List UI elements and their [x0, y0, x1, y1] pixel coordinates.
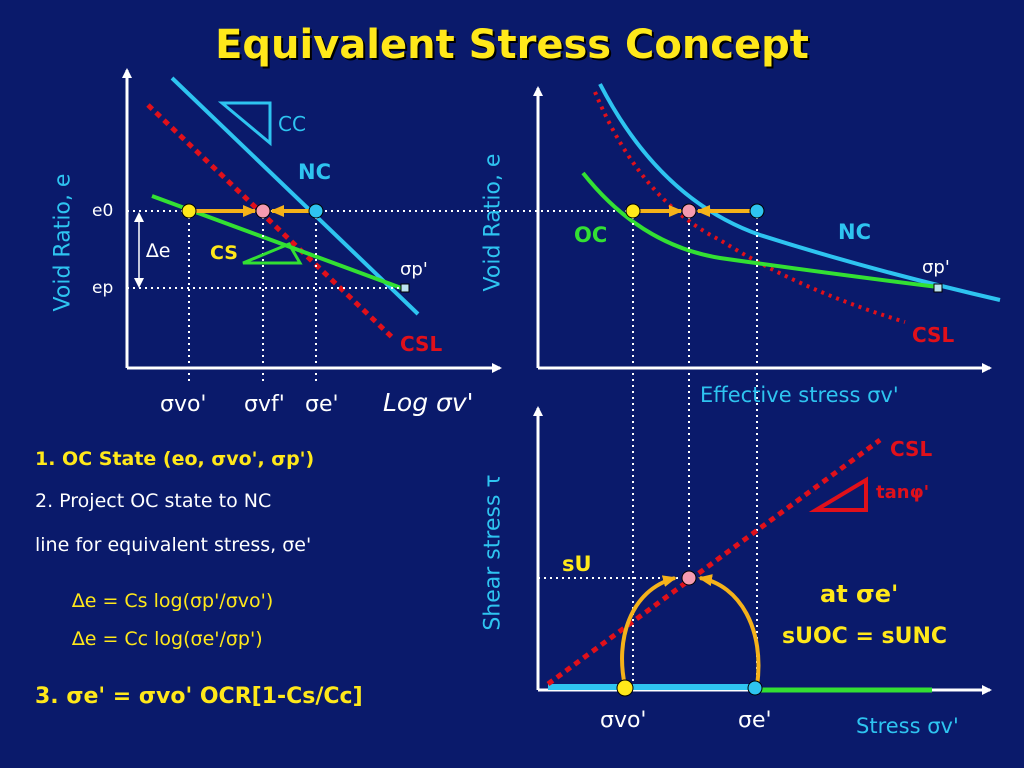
left-oc-point: [181, 203, 197, 219]
rb-y-axis-label: Shear stress τ: [480, 474, 506, 631]
rb-path-nc: [698, 574, 761, 687]
rb-at-label: at σe': [820, 580, 899, 608]
rt-oc-curve: [581, 171, 939, 289]
left-delta-e-label: ∆e: [146, 240, 171, 262]
left-nc-label: NC: [298, 160, 331, 184]
rb-su-point: [681, 570, 697, 586]
left-nc-point: [308, 203, 324, 219]
step-1: 1. OC State (eo, σvo', σp'): [35, 448, 315, 470]
left-cs-triangle: [242, 242, 303, 265]
rt-nc-label: NC: [838, 220, 871, 244]
rb-su-equality: sUOC = sUNC: [782, 624, 948, 649]
right-top-plot: [533, 83, 1001, 690]
page-title: Equivalent Stress Concept: [215, 22, 809, 68]
step-2-line-1: 2. Project OC state to NC: [35, 490, 272, 512]
rt-nc-curve: [598, 83, 1001, 302]
step-3: 3. σe' = σvo' OCR[1-Cs/Cc]: [35, 684, 363, 709]
rt-sigma-p-label: σp': [922, 257, 950, 278]
left-x-axis-label: Log σv': [383, 388, 474, 417]
rb-x-tick-svo: σvo': [600, 708, 647, 733]
left-cc-label: CC: [278, 112, 306, 136]
rt-oc-point: [625, 203, 641, 219]
left-cs-label: CS: [210, 242, 238, 264]
left-x-tick-svf: σvf': [244, 392, 285, 417]
left-sigma-p-point: [400, 283, 410, 293]
left-cc-triangle: [217, 101, 272, 147]
rb-csl-line: [546, 437, 882, 687]
equation-cc: ∆e = Cc log(σe'/σp'): [72, 628, 263, 650]
rb-csl-label: CSL: [890, 437, 933, 461]
equation-cs: ∆e = Cs log(σp'/σvo'): [72, 590, 274, 612]
rt-csl-label: CSL: [912, 323, 955, 347]
left-ep-label: ep: [92, 278, 114, 298]
rt-csl-curve: [593, 91, 906, 324]
left-x-tick-svo: σvo': [160, 392, 207, 417]
rb-tanphi-label: tanφ': [876, 482, 930, 503]
rt-sigma-p-point: [933, 283, 943, 293]
left-csl-label: CSL: [400, 332, 443, 356]
rt-y-axis-label: Void Ratio, e: [480, 153, 506, 292]
left-csl-line: [146, 103, 397, 342]
rb-su-label: sU: [562, 552, 592, 576]
rb-oc-point: [616, 679, 634, 697]
rb-x-axis-label: Stress σv': [856, 714, 959, 738]
left-x-tick-se: σe': [305, 392, 339, 417]
rt-oc-label: OC: [574, 223, 608, 247]
left-sigma-p-label: σp': [400, 259, 428, 280]
left-y-axis-label: Void Ratio, e: [50, 173, 76, 312]
left-nc-line: [170, 76, 420, 316]
rt-x-axis-label: Effective stress σv': [700, 383, 899, 407]
right-bottom-plot: [533, 406, 992, 697]
left-plot: [122, 68, 635, 385]
left-e0-label: e0: [92, 201, 114, 221]
rb-nc-point: [747, 680, 763, 696]
step-2-line-2: line for equivalent stress, σe': [35, 534, 312, 556]
rt-csl-point: [681, 203, 697, 219]
rb-tanphi-triangle: [808, 476, 868, 512]
left-csl-point: [255, 203, 271, 219]
rb-path-oc: [620, 575, 677, 687]
rt-nc-point: [749, 203, 765, 219]
rb-x-tick-se: σe': [738, 708, 772, 733]
